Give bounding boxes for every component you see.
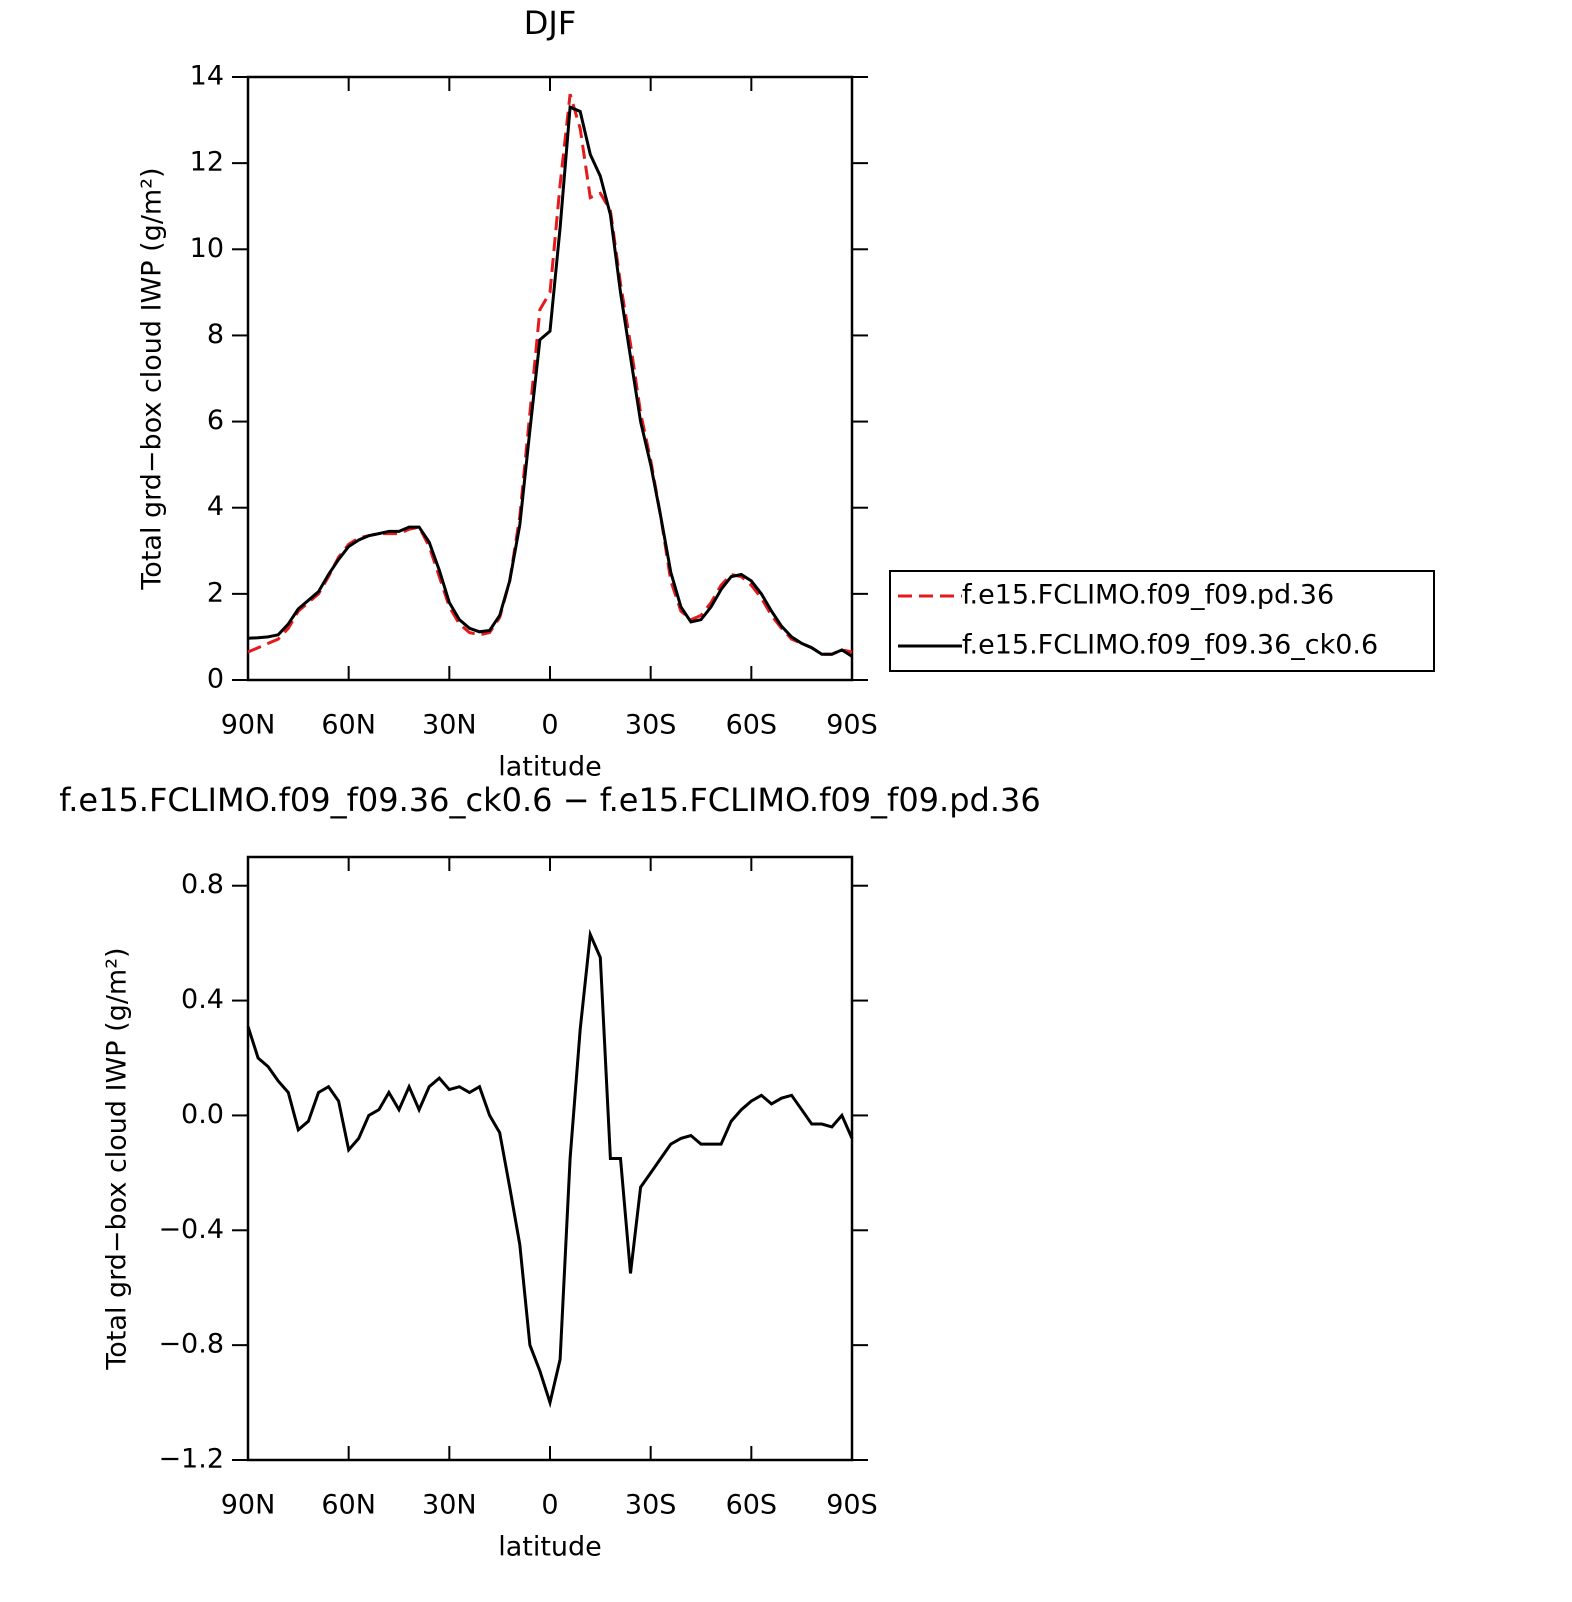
x-tick-label: 60S bbox=[726, 1490, 778, 1521]
x-tick-label: 90N bbox=[221, 710, 276, 741]
y-axis-label: Total grd−box cloud IWP (g/m²) bbox=[102, 947, 133, 1370]
legend-box bbox=[889, 570, 1435, 672]
x-tick-label: 30S bbox=[625, 1490, 677, 1521]
data-line bbox=[247, 93, 853, 656]
y-tick-label: 6 bbox=[207, 405, 224, 436]
y-tick-label: 0.4 bbox=[181, 984, 224, 1015]
y-tick-label: 10 bbox=[190, 233, 224, 264]
x-axis-label: latitude bbox=[498, 752, 602, 783]
y-tick-label: 2 bbox=[207, 577, 224, 608]
y-tick-label: −0.8 bbox=[158, 1329, 224, 1360]
chart-title: DJF bbox=[524, 4, 576, 42]
legend-label: f.e15.FCLIMO.f09_f09.36_ck0.6 bbox=[962, 630, 1378, 661]
x-tick-label: 0 bbox=[541, 710, 558, 741]
x-tick-label: 30N bbox=[422, 710, 477, 741]
x-tick-label: 60S bbox=[726, 710, 778, 741]
x-tick-label: 60N bbox=[321, 710, 376, 741]
x-tick-label: 60N bbox=[321, 1490, 376, 1521]
y-tick-label: −1.2 bbox=[158, 1444, 224, 1475]
y-axis-label: Total grd−box cloud IWP (g/m²) bbox=[137, 167, 168, 590]
plot-frame bbox=[246, 855, 854, 1462]
data-line bbox=[247, 104, 853, 658]
plot-frame bbox=[246, 75, 854, 682]
y-tick-label: 0.0 bbox=[181, 1099, 224, 1130]
y-tick-label: 4 bbox=[207, 491, 224, 522]
x-tick-label: 90S bbox=[826, 710, 878, 741]
x-tick-label: 90N bbox=[221, 1490, 276, 1521]
y-tick-label: 8 bbox=[207, 319, 224, 350]
y-tick-label: 12 bbox=[190, 147, 224, 178]
y-tick-label: −0.4 bbox=[158, 1214, 224, 1245]
x-tick-label: 0 bbox=[541, 1490, 558, 1521]
data-line bbox=[246, 928, 854, 1409]
y-tick-label: 0 bbox=[207, 664, 224, 695]
y-tick-label: 14 bbox=[190, 61, 224, 92]
x-tick-label: 30S bbox=[625, 710, 677, 741]
y-tick-label: 0.8 bbox=[181, 869, 224, 900]
x-tick-label: 90S bbox=[826, 1490, 878, 1521]
x-tick-label: 30N bbox=[422, 1490, 477, 1521]
chart-title: f.e15.FCLIMO.f09_f09.36_ck0.6 − f.e15.FC… bbox=[59, 781, 1040, 819]
x-axis-label: latitude bbox=[498, 1532, 602, 1563]
legend-label: f.e15.FCLIMO.f09_f09.pd.36 bbox=[962, 580, 1334, 611]
